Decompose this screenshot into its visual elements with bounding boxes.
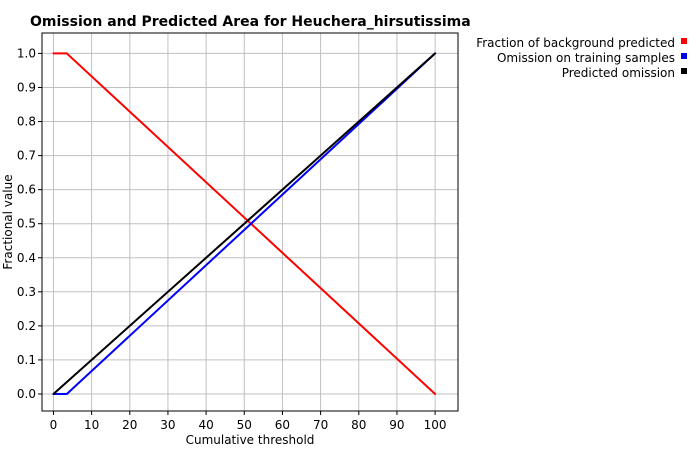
x-tick-label: 40 — [198, 418, 213, 432]
legend-swatch-omission-training — [681, 53, 687, 59]
x-axis-ticks: 0 10 20 30 40 50 60 70 80 90 100 — [50, 411, 447, 432]
series-line-background-predicted — [52, 52, 437, 395]
legend-swatch-background — [681, 38, 687, 44]
series-lines — [52, 52, 437, 395]
y-axis-ticks: 0.0 0.1 0.2 0.3 0.4 0.5 0.6 0.7 0.8 0.9 1.0 — [17, 46, 42, 401]
x-axis-label: Cumulative threshold — [186, 433, 315, 447]
legend-item-omission-training: Omission on training samples — [497, 51, 687, 65]
x-tick-label: 30 — [160, 418, 175, 432]
x-tick-label: 80 — [351, 418, 366, 432]
legend-item-predicted-omission: Predicted omission — [562, 66, 687, 80]
y-tick-label: 0.4 — [17, 251, 36, 265]
legend-label-background: Fraction of background predicted — [476, 36, 675, 50]
x-tick-label: 70 — [313, 418, 328, 432]
chart-title: Omission and Predicted Area for Heuchera… — [30, 14, 471, 30]
series-line-predicted-omission — [52, 52, 437, 395]
x-tick-label: 90 — [389, 418, 404, 432]
legend: Fraction of background predicted Omissio… — [476, 36, 687, 80]
x-tick-label: 10 — [84, 418, 99, 432]
y-tick-label: 0.2 — [17, 319, 36, 333]
y-tick-label: 0.7 — [17, 149, 36, 163]
y-tick-label: 0.8 — [17, 115, 36, 129]
legend-label-omission-training: Omission on training samples — [497, 51, 675, 65]
legend-item-background: Fraction of background predicted — [476, 36, 687, 50]
y-tick-label: 0.6 — [17, 183, 36, 197]
y-tick-label: 0.9 — [17, 80, 36, 94]
x-tick-label: 60 — [275, 418, 290, 432]
plot-area-frame — [41, 32, 459, 412]
series-line-omission-training — [52, 52, 437, 395]
y-tick-label: 0.0 — [17, 387, 36, 401]
x-tick-label: 50 — [237, 418, 252, 432]
x-tick-label: 20 — [122, 418, 137, 432]
x-tick-label: 100 — [424, 418, 447, 432]
y-tick-label: 0.3 — [17, 285, 36, 299]
y-tick-label: 0.5 — [17, 217, 36, 231]
legend-label-predicted-omission: Predicted omission — [562, 66, 675, 80]
grid — [42, 33, 458, 411]
y-axis-label: Fractional value — [1, 174, 15, 269]
y-tick-label: 1.0 — [17, 46, 36, 60]
x-tick-label: 0 — [50, 418, 58, 432]
y-tick-label: 0.1 — [17, 353, 36, 367]
legend-swatch-predicted-omission — [681, 68, 687, 74]
